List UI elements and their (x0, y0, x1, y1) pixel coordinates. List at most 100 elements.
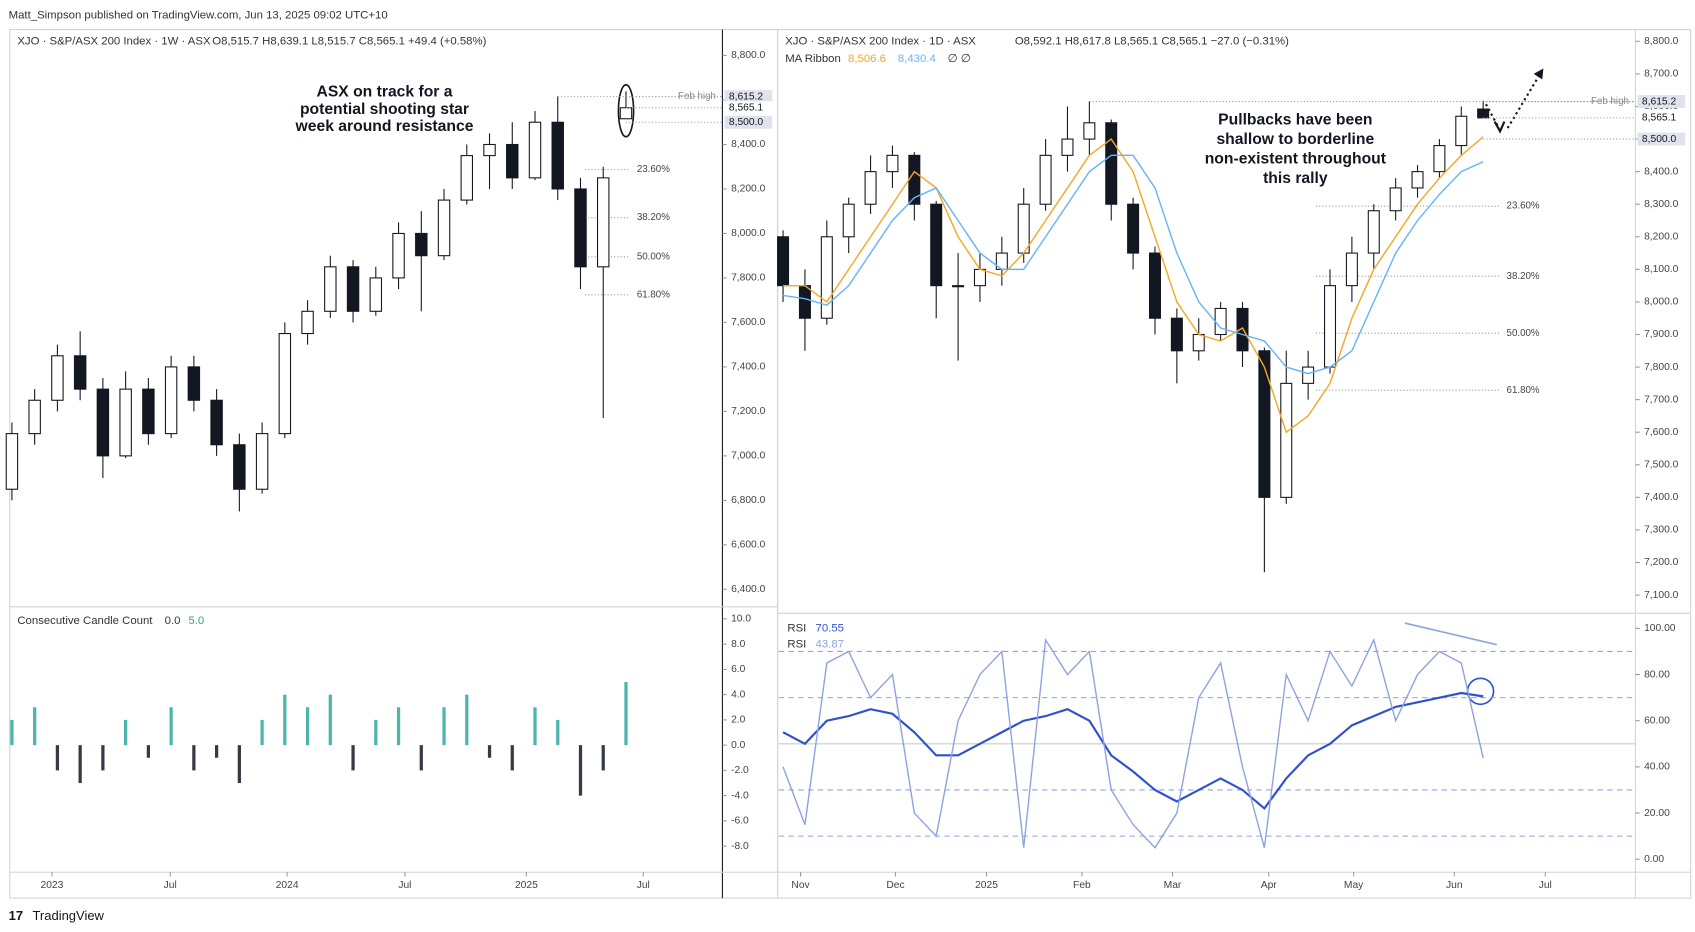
price-label: 8,565.1 (729, 102, 764, 113)
candle-body (1214, 307, 1227, 336)
bar (101, 745, 105, 771)
candle-body (1258, 350, 1271, 498)
x-tick-label: Mar (1164, 880, 1182, 891)
y-tick-label: 7,300.0 (1644, 525, 1679, 536)
candle-body (392, 232, 405, 279)
bar (124, 719, 128, 746)
y-tick-label: 6.0 (731, 664, 746, 675)
bar (533, 707, 537, 746)
candle-body (415, 232, 428, 257)
bar (55, 745, 60, 771)
y-tick-label: 4.0 (731, 689, 746, 700)
x-tick-label: Jul (398, 880, 411, 891)
candle-body (1433, 145, 1446, 173)
candle-body (619, 107, 633, 120)
y-tick-label: 7,400.0 (731, 362, 766, 373)
x-tick-label: Nov (791, 880, 810, 891)
candle-body (164, 366, 178, 435)
resistance-label: Feb high (678, 91, 716, 102)
candle-body (437, 199, 451, 257)
bar (510, 745, 514, 771)
annotation: potential shooting star (300, 101, 469, 118)
y-tick-label: 7,500.0 (1644, 460, 1679, 471)
candle-body (73, 355, 87, 390)
y-tick-label: 7,800.0 (1644, 362, 1679, 373)
series-line (783, 136, 1484, 434)
bar (192, 745, 196, 771)
candle-body (1083, 122, 1096, 140)
candle-body (96, 388, 110, 457)
x-tick-label: 2024 (276, 880, 299, 891)
candle-body (777, 236, 790, 287)
bar (624, 682, 628, 746)
legend-name: RSI (787, 639, 806, 651)
fib-label: 38.20% (637, 212, 670, 223)
y-tick-label: 8,200.0 (1644, 232, 1679, 243)
y-tick-label: 8,400.0 (731, 139, 766, 150)
candle-body (346, 266, 360, 312)
y-tick-label: 8,400.0 (1644, 166, 1679, 177)
y-tick-label: 8,800.0 (1644, 36, 1679, 47)
fib-label: 50.00% (637, 251, 670, 262)
y-tick-label: 7,600.0 (1644, 427, 1679, 438)
bar (305, 707, 310, 746)
annotation: ASX on track for a (316, 83, 452, 100)
candle-body (1192, 333, 1205, 352)
y-tick-label: 8,000.0 (731, 228, 766, 239)
bar (351, 745, 355, 771)
bar (556, 719, 560, 746)
arrow-head (1533, 68, 1544, 80)
candle-body (1455, 115, 1468, 147)
bar (146, 745, 151, 758)
x-tick-label: Jun (1446, 880, 1463, 891)
brand: TradingView (32, 908, 104, 923)
y-tick-label: 7,000.0 (731, 451, 766, 462)
candle-body (1061, 138, 1074, 156)
bar (78, 745, 82, 784)
y-tick-label: 8,700.0 (1644, 69, 1679, 80)
y-tick-label: -6.0 (731, 816, 749, 827)
price-label-box (1637, 132, 1686, 146)
y-tick-label: 7,900.0 (1644, 329, 1679, 340)
x-tick-label: Jul (1539, 880, 1552, 891)
y-tick-label: 100.00 (1644, 623, 1676, 634)
candle-body (142, 388, 155, 435)
bar (328, 694, 332, 746)
bar (578, 745, 583, 796)
y-tick-label: 8,200.0 (731, 184, 766, 195)
y-tick-label: 2.0 (731, 715, 746, 726)
fib-label: 23.60% (637, 164, 670, 175)
y-tick-label: 7,200.0 (731, 406, 766, 417)
bar (33, 707, 37, 746)
legend-name: RSI (787, 622, 806, 634)
brand-logo: 17 (9, 908, 23, 923)
price-label-box (724, 115, 773, 129)
bar (396, 707, 401, 746)
candle-body (864, 171, 877, 205)
annotation: week around resistance (295, 118, 474, 135)
y-tick-label: 6,600.0 (731, 540, 766, 551)
x-tick-label: Jul (164, 880, 177, 891)
bar (214, 745, 219, 758)
price-label: 8,500.0 (729, 117, 764, 128)
y-tick-label: 8.0 (731, 639, 746, 650)
y-tick-label: 0.00 (1644, 854, 1664, 865)
y-tick-label: 7,600.0 (731, 317, 766, 328)
candle-body (301, 310, 314, 335)
candle-body (1170, 317, 1183, 352)
candle-body (233, 444, 246, 490)
candle-body (1017, 203, 1030, 254)
y-tick-label: 60.00 (1644, 715, 1670, 726)
fib-label: 38.20% (1507, 271, 1540, 282)
candle-body (1477, 108, 1490, 119)
ma-value: 8,506.6 (848, 53, 886, 65)
candle-body (187, 366, 201, 401)
fib-label: 50.00% (1507, 328, 1540, 339)
candle-body (210, 399, 223, 446)
legend: Consecutive Candle Count (17, 615, 153, 627)
candle-body (952, 285, 965, 288)
arrow-head (1493, 121, 1506, 134)
bar (601, 745, 605, 771)
candle-body (820, 236, 833, 319)
